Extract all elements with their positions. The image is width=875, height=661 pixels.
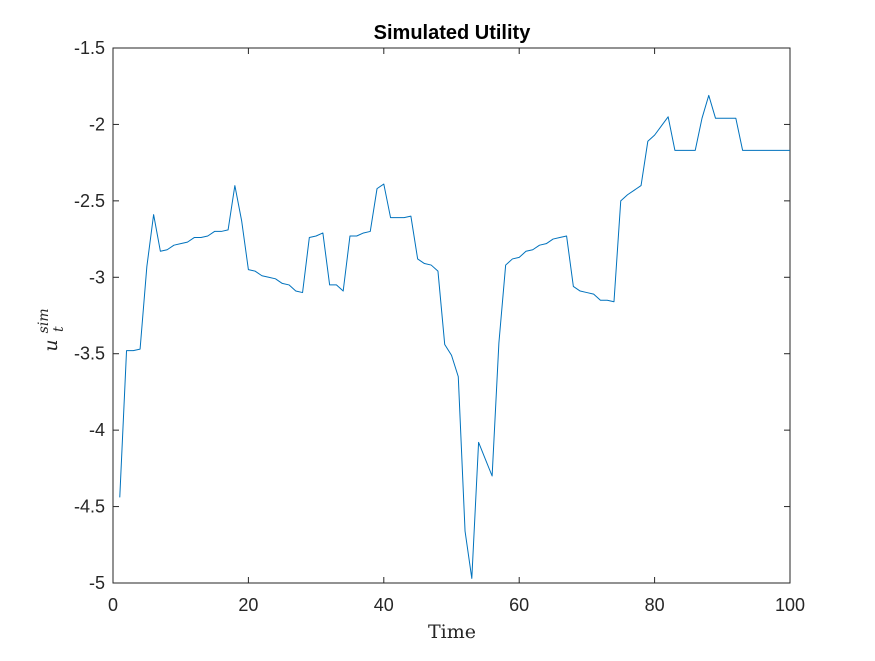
series-line (119, 94, 790, 579)
x-tick-label: 40 (374, 595, 394, 615)
svg-text:u sim: u sim (36, 308, 62, 351)
y-axis-label: u sim t (36, 308, 67, 351)
y-tick-label: -5 (89, 573, 105, 593)
y-axis-ticks: -1.5 -2 -2.5 -3 -3.5 -4 -4.5 -5 (74, 38, 790, 593)
y-tick-label: -4 (89, 420, 105, 440)
y-tick-label: -1.5 (74, 38, 105, 58)
y-axis-label-superscript: sim (36, 308, 52, 333)
x-tick-label: 0 (108, 595, 118, 615)
x-axis-label: Time (428, 621, 476, 643)
chart-title: Simulated Utility (374, 22, 532, 44)
y-tick-label: -2.5 (74, 191, 105, 211)
x-tick-label: 100 (775, 595, 805, 615)
y-tick-label: -3 (89, 267, 105, 287)
y-tick-label: -4.5 (74, 497, 105, 517)
x-tick-label: 80 (645, 595, 665, 615)
y-tick-label: -3.5 (74, 344, 105, 364)
y-tick-label: -2 (89, 114, 105, 134)
y-axis-label-base: u (40, 339, 62, 351)
x-tick-label: 20 (238, 595, 258, 615)
axes-box (112, 47, 791, 584)
y-axis-label-subscript: t (51, 326, 67, 332)
x-axis-ticks: 0 20 40 60 80 100 (108, 48, 805, 615)
x-tick-label: 60 (509, 595, 529, 615)
plot-area (112, 47, 791, 584)
